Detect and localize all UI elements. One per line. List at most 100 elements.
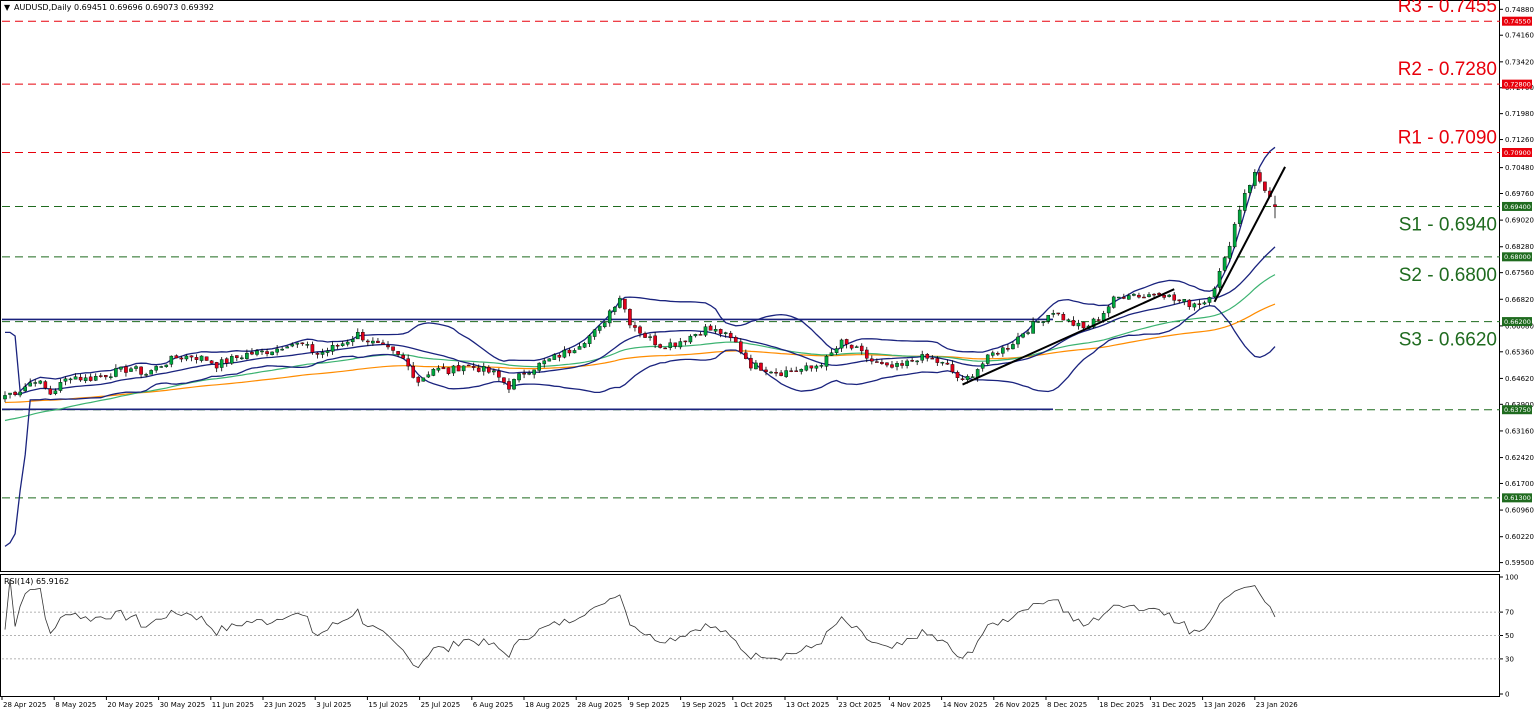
date-tick-label: 8 Dec 2025	[1047, 701, 1087, 709]
candle-body	[73, 376, 78, 380]
level-label-0.74550: R3 - 0.7455	[1398, 0, 1497, 17]
candle-body	[1006, 348, 1010, 350]
candle	[119, 366, 123, 373]
candle	[1011, 341, 1015, 350]
candle	[436, 365, 441, 373]
candle	[48, 385, 53, 396]
price-tick-label: 0.60960	[1505, 507, 1534, 515]
candle	[240, 355, 244, 360]
candle	[144, 372, 148, 378]
candle-body	[1192, 303, 1197, 308]
candle-body	[834, 348, 839, 354]
candle-body	[411, 366, 416, 378]
candle-body	[663, 347, 667, 350]
candle-body	[537, 362, 542, 371]
chart-menu-triangle-icon[interactable]: ▼	[4, 3, 11, 12]
level-tag-0.69400: 0.69400	[1502, 201, 1532, 211]
candle-body	[214, 362, 219, 369]
candle	[1192, 302, 1197, 311]
candle	[799, 368, 804, 375]
candle-body	[1142, 296, 1146, 299]
candle	[1016, 332, 1020, 348]
candle	[849, 344, 854, 351]
candle-body	[940, 361, 945, 364]
candle-body	[471, 366, 476, 368]
candle	[396, 350, 400, 358]
candle	[204, 356, 209, 361]
candle	[1273, 195, 1277, 219]
candle	[98, 373, 103, 378]
candle-body	[481, 366, 486, 372]
date-tick-label: 25 Jul 2025	[421, 701, 461, 709]
candle-body	[492, 370, 496, 373]
candle	[109, 373, 113, 380]
candle-body	[1061, 313, 1066, 321]
date-tick-label: 4 Nov 2025	[890, 701, 930, 709]
candle	[794, 366, 799, 372]
candle-body	[900, 363, 904, 366]
candle	[1132, 293, 1136, 297]
candle	[184, 354, 189, 362]
level-tag-0.72800: 0.72800	[1502, 79, 1532, 89]
candle	[1026, 328, 1030, 336]
candle	[839, 338, 844, 352]
candle-body	[527, 373, 531, 375]
candle-body	[63, 378, 68, 382]
candle	[416, 375, 421, 387]
price-tick-label: 0.68280	[1505, 243, 1534, 251]
candle-body	[638, 326, 642, 334]
level-tag-box	[1502, 493, 1532, 503]
level-tag-text: 0.69400	[1504, 203, 1531, 211]
rsi-tick-label: 50	[1505, 632, 1514, 640]
candle-body	[602, 322, 607, 328]
candle	[1237, 205, 1242, 227]
candle-body	[1021, 333, 1025, 338]
candle-body	[789, 370, 793, 372]
candle-body	[487, 367, 491, 373]
candle	[310, 341, 315, 355]
candle	[401, 352, 405, 360]
candle	[265, 348, 269, 357]
candle-body	[93, 376, 98, 381]
candle	[43, 380, 48, 390]
price-tick-label: 0.61700	[1505, 480, 1534, 488]
candle	[693, 333, 698, 338]
candle	[280, 346, 284, 351]
level-tag-0.61300: 0.61300	[1502, 493, 1532, 503]
candle-body	[315, 352, 320, 355]
candle-body	[406, 358, 410, 367]
candle	[900, 360, 904, 369]
candle-body	[839, 339, 844, 349]
candle	[124, 364, 128, 377]
rsi-title: RSI(14) 65.9162	[4, 577, 69, 586]
candle	[1182, 299, 1187, 306]
candle-body	[18, 391, 22, 396]
price-tick-label: 0.59500	[1505, 559, 1534, 567]
candle	[63, 376, 68, 386]
candle-body	[1222, 257, 1227, 271]
candle-body	[1051, 313, 1056, 315]
candle-body	[996, 353, 1000, 355]
candle-body	[1127, 295, 1131, 300]
bb-middle-line	[15, 246, 1276, 396]
candle	[1106, 304, 1111, 318]
ma-green-line	[4, 274, 1276, 422]
candle	[497, 368, 501, 382]
candle	[300, 342, 305, 346]
candle	[996, 351, 1000, 356]
candle	[1066, 318, 1071, 323]
level-tag-box	[1502, 252, 1532, 262]
candle	[260, 348, 264, 356]
candle	[648, 333, 652, 341]
candle	[698, 331, 703, 336]
date-tick-label: 11 Jun 2025	[212, 701, 254, 709]
candle-body	[738, 341, 743, 353]
candle-body	[33, 382, 38, 384]
level-label-0.66200: S3 - 0.6620	[1399, 330, 1497, 351]
candle-body	[1106, 306, 1111, 314]
candle	[653, 332, 657, 349]
rsi-tick-label: 100	[1505, 574, 1518, 582]
candle-body	[557, 354, 562, 358]
candle-body	[1227, 245, 1232, 259]
